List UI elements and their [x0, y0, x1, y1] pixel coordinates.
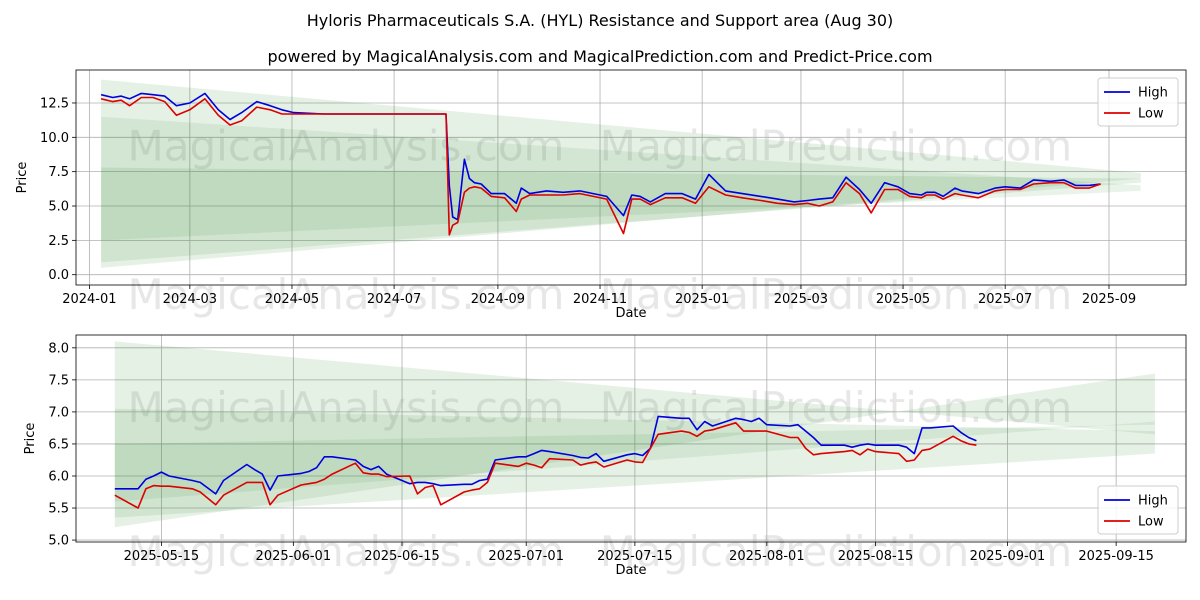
watermark-bottom-prediction: MagicalPrediction.com: [600, 270, 1073, 319]
x-tick-label: 2025-07-01: [488, 549, 564, 564]
y-axis-label: Price: [23, 423, 38, 455]
support-resistance-band-1: [114, 341, 1155, 528]
watermark-bottom-analysis: MagicalAnalysis.com: [128, 527, 565, 576]
band-group: [101, 79, 1141, 268]
x-tick-label: 2024-01: [62, 292, 116, 307]
y-tick-label: 5.0: [48, 200, 69, 215]
legend-box: [1097, 485, 1179, 535]
x-tick-label: 2025-09-15: [1078, 549, 1154, 564]
legend-label-high: High: [1138, 494, 1168, 509]
y-tick-label: 7.5: [48, 165, 69, 180]
y-axis-label: Price: [15, 162, 30, 194]
watermark-bottom-prediction: MagicalPrediction.com: [600, 527, 1073, 576]
chart-panel-2: MagicalAnalysis.com MagicalPrediction.com…: [23, 334, 1187, 578]
chart-subtitle: powered by MagicalAnalysis.com and Magic…: [267, 47, 932, 66]
watermark-top-analysis: MagicalAnalysis.com: [128, 121, 565, 170]
x-tick-label: 2025-09: [1082, 292, 1136, 307]
x-tick-label: 2024-05: [265, 292, 319, 307]
y-tick-label: 10.0: [40, 131, 69, 146]
y-tick-label: 5.0: [48, 534, 69, 549]
x-tick-label: 2025-03: [774, 292, 828, 307]
x-axis-label: Date: [615, 306, 646, 321]
x-tick-label: 2024-07: [367, 292, 421, 307]
support-resistance-band-2: [114, 408, 1155, 518]
y-tick-label: 8.0: [48, 341, 69, 356]
series-line-low: [114, 422, 977, 509]
x-tick-label: 2024-11: [573, 292, 627, 307]
y-tick-label: 12.5: [40, 96, 69, 111]
support-resistance-band-3: [114, 421, 1155, 502]
series-group: [114, 415, 977, 509]
legend-label-low: Low: [1138, 107, 1164, 122]
x-tick-label: 2025-06-01: [256, 549, 332, 564]
y-tick-label: 0.0: [48, 268, 69, 283]
x-tick-label: 2025-08-01: [729, 549, 805, 564]
chart-title: Hyloris Pharmaceuticals S.A. (HYL) Resis…: [307, 11, 894, 30]
watermark-top-prediction: MagicalPrediction.com: [600, 121, 1073, 170]
band-group: [114, 341, 1155, 528]
support-resistance-band-2: [101, 167, 1141, 263]
x-tick-label: 2025-08-15: [838, 549, 914, 564]
series-group: [100, 92, 1101, 236]
x-tick-label: 2025-06-15: [364, 549, 440, 564]
watermark-top-prediction: MagicalPrediction.com: [600, 383, 1073, 432]
chart-panel-1: MagicalAnalysis.com MagicalPrediction.com…: [15, 69, 1187, 321]
legend-label-low: Low: [1138, 515, 1164, 530]
x-axis-label: Date: [615, 563, 646, 578]
plot-frame: [75, 334, 1187, 543]
legend-label-high: High: [1138, 86, 1168, 101]
x-tick-label: 2025-05: [876, 292, 930, 307]
series-line-high: [114, 415, 977, 495]
series-line-low: [100, 96, 1101, 236]
y-tick-label: 6.5: [48, 437, 69, 452]
x-tick-label: 2025-01: [675, 292, 729, 307]
x-tick-label: 2025-07: [978, 292, 1032, 307]
y-tick-label: 7.5: [48, 373, 69, 388]
legend-box: [1097, 77, 1179, 127]
x-tick-label: 2025-07-15: [597, 549, 673, 564]
legend: High Low: [1097, 77, 1179, 127]
x-tick-label: 2025-05-15: [124, 549, 200, 564]
x-tick-label: 2024-03: [163, 292, 217, 307]
support-resistance-band-3: [101, 116, 1141, 241]
x-tick-label: 2024-09: [471, 292, 525, 307]
support-resistance-band-1: [101, 79, 1141, 268]
watermark-top-analysis: MagicalAnalysis.com: [128, 383, 565, 432]
watermark-bottom-analysis: MagicalAnalysis.com: [128, 270, 565, 319]
y-tick-label: 7.0: [48, 405, 69, 420]
plot-frame: [75, 69, 1187, 286]
series-line-high: [100, 92, 1101, 221]
x-tick-label: 2025-09-01: [970, 549, 1046, 564]
legend: High Low: [1097, 485, 1179, 535]
y-tick-label: 6.0: [48, 469, 69, 484]
y-tick-label: 5.5: [48, 502, 69, 517]
y-tick-label: 2.5: [48, 234, 69, 249]
